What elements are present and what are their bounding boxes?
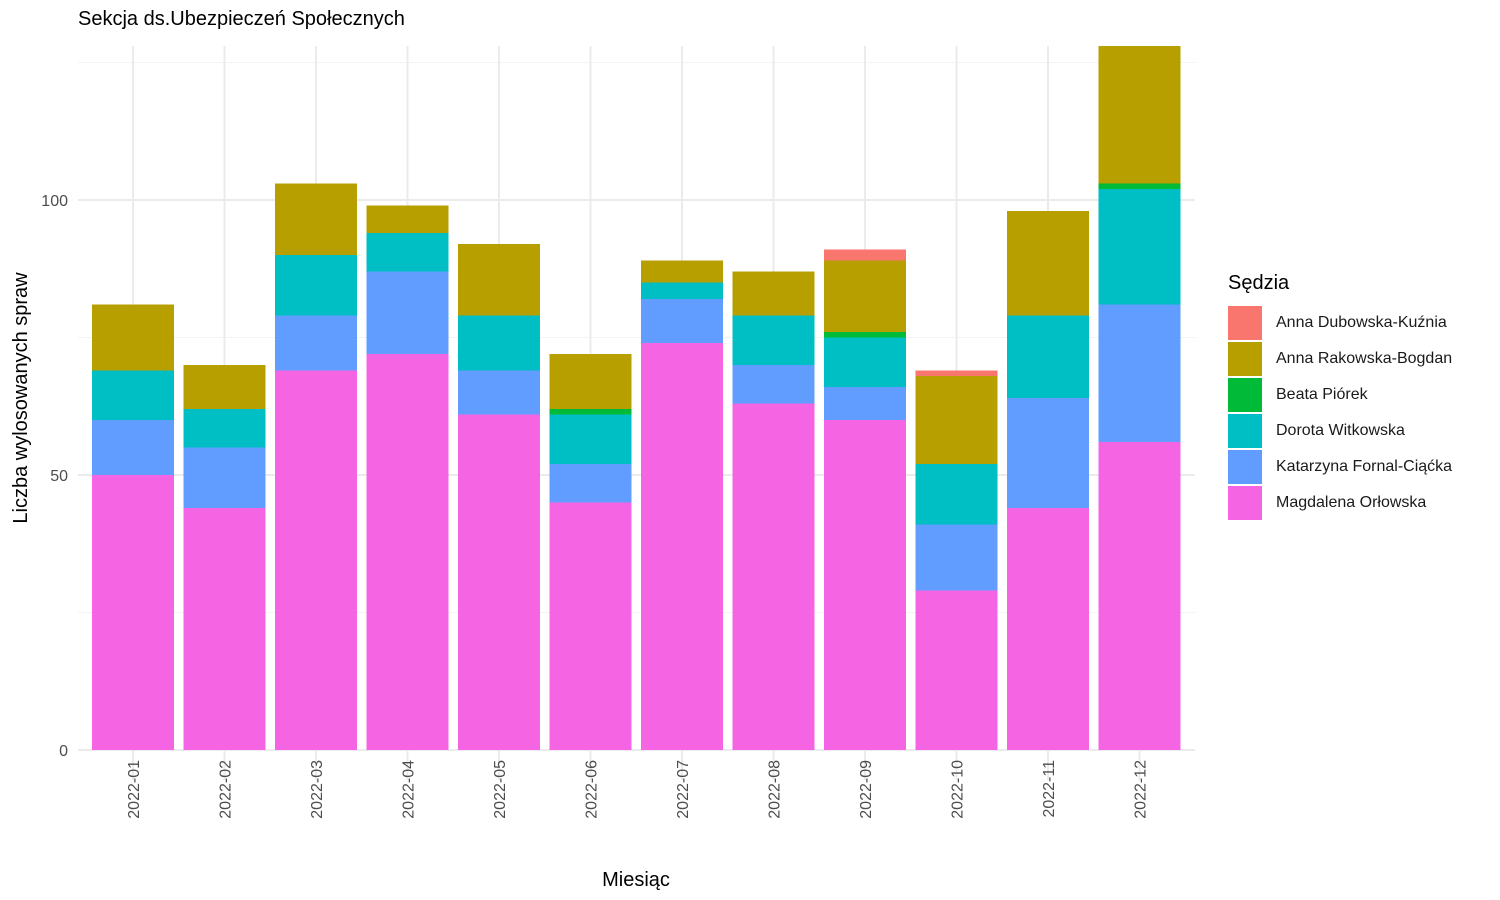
legend-label: Magdalena Orłowska — [1276, 494, 1427, 511]
bar-segment — [824, 420, 906, 750]
bar-segment — [915, 464, 998, 525]
x-axis-label: Miesiąc — [602, 869, 670, 891]
bar-segment — [824, 387, 906, 420]
bar-segment — [641, 299, 723, 343]
bar-segment — [549, 409, 632, 415]
bar-segment — [1098, 304, 1181, 442]
y-tick-label: 0 — [59, 743, 68, 760]
bar-segment — [1007, 211, 1089, 316]
bar-segment — [1007, 508, 1089, 750]
x-tick-label: 2022-04 — [401, 760, 418, 819]
legend-item: Anna Rakowska-Bogdan — [1228, 341, 1452, 377]
legend-items: Anna Dubowska-Kuźnia Anna Rakowska-Bogdan… — [1228, 305, 1452, 521]
bar-segment — [458, 244, 540, 316]
legend-color-key — [1228, 450, 1262, 484]
bar-segment — [549, 414, 632, 464]
bar-segment — [183, 409, 266, 448]
bar-segment — [366, 205, 449, 233]
legend-color-key — [1228, 306, 1262, 340]
bars — [92, 46, 1181, 750]
legend-label: Anna Dubowska-Kuźnia — [1276, 314, 1447, 331]
legend-color-key — [1228, 486, 1262, 520]
bar-segment — [549, 502, 632, 750]
legend-title: Sędzia — [1228, 272, 1290, 294]
x-tick-label: 2022-05 — [492, 760, 509, 819]
bar-segment — [275, 255, 357, 316]
bar-segment — [275, 370, 357, 750]
bar-segment — [915, 524, 998, 591]
bar-segment — [824, 249, 906, 261]
bar-segment — [824, 337, 906, 387]
y-tick-label: 50 — [50, 468, 68, 485]
bar-segment — [183, 365, 266, 409]
legend: Sędzia Anna Dubowska-Kuźnia Anna Rakowska… — [1228, 272, 1452, 521]
x-tick-label: 2022-02 — [218, 760, 235, 819]
bar-segment — [366, 271, 449, 354]
bar-segment — [1098, 189, 1181, 305]
bar-segment — [458, 414, 540, 750]
bar-segment — [183, 508, 266, 750]
x-tick-label: 2022-07 — [675, 760, 692, 819]
bar-segment — [915, 370, 998, 376]
legend-label: Dorota Witkowska — [1276, 422, 1405, 439]
bar-segment — [824, 332, 906, 338]
bar-segment — [92, 370, 174, 420]
legend-color-key — [1228, 414, 1262, 448]
x-tick-labels: 2022-01 2022-02 2022-03 2022-04 2022-05 2022-… — [126, 760, 1150, 819]
bar-segment — [92, 475, 174, 750]
x-tick-label: 2022-10 — [950, 760, 967, 819]
bar-segment — [641, 260, 723, 283]
bar-segment — [92, 420, 174, 475]
x-tick-label: 2022-06 — [584, 760, 601, 819]
bar-segment — [641, 343, 723, 750]
bar-segment — [183, 447, 266, 508]
bar-segment — [915, 590, 998, 750]
bar-segment — [641, 282, 723, 299]
legend-color-key — [1228, 378, 1262, 412]
y-axis-label: Liczba wylosowanych spraw — [10, 272, 32, 524]
bar-segment — [824, 260, 906, 332]
legend-item: Beata Piórek — [1228, 377, 1452, 413]
bar-segment — [549, 354, 632, 409]
y-tick-labels: 0 50 100 — [41, 193, 68, 760]
x-tick-label: 2022-09 — [858, 760, 875, 819]
legend-label: Katarzyna Fornal-Ciąćka — [1276, 458, 1453, 475]
bar-segment — [92, 304, 174, 371]
legend-item: Dorota Witkowska — [1228, 413, 1452, 449]
bar-segment — [366, 233, 449, 272]
bar-segment — [732, 403, 815, 750]
x-tick-label: 2022-12 — [1133, 760, 1150, 819]
bar-segment — [1098, 183, 1181, 189]
bar-segment — [732, 315, 815, 365]
bar-segment — [1007, 398, 1089, 508]
legend-label: Beata Piórek — [1276, 386, 1368, 403]
bar-segment — [275, 315, 357, 371]
legend-item: Magdalena Orłowska — [1228, 485, 1452, 521]
bar-segment — [915, 376, 998, 464]
bar-segment — [1098, 442, 1181, 750]
x-tick-label: 2022-03 — [309, 760, 326, 819]
bar-segment — [732, 271, 815, 316]
legend-item: Katarzyna Fornal-Ciąćka — [1228, 449, 1452, 485]
bar-segment — [1098, 46, 1181, 184]
legend-label: Anna Rakowska-Bogdan — [1276, 350, 1453, 367]
y-tick-label: 100 — [41, 193, 68, 210]
legend-color-key — [1228, 342, 1262, 376]
x-tick-label: 2022-08 — [767, 760, 784, 819]
bar-segment — [458, 315, 540, 371]
bar-segment — [732, 365, 815, 404]
bar-segment — [549, 464, 632, 503]
x-tick-label: 2022-01 — [126, 760, 143, 819]
bar-segment — [1007, 315, 1089, 398]
bar-segment — [458, 370, 540, 415]
bar-segment — [366, 354, 449, 750]
x-tick-label: 2022-11 — [1041, 760, 1058, 818]
bar-segment — [275, 183, 357, 255]
chart-title: Sekcja ds.Ubezpieczeń Społecznych — [78, 8, 405, 30]
legend-item: Anna Dubowska-Kuźnia — [1228, 305, 1452, 341]
